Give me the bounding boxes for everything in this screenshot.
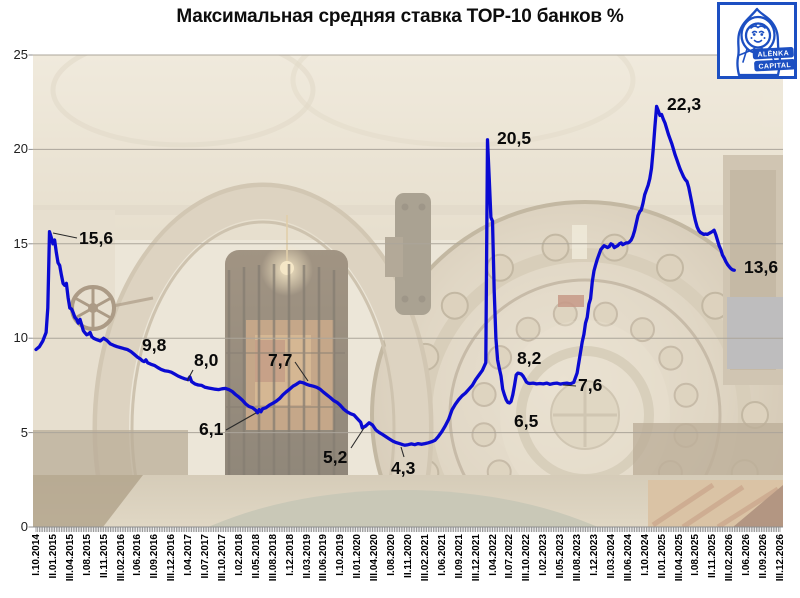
logo-line2: CAPITAL	[758, 62, 791, 71]
data-label-7,6: 7,6	[578, 375, 603, 395]
annotation-leader-7,6	[562, 384, 577, 387]
data-label-4,3: 4,3	[391, 458, 416, 478]
x-axis-label: I.10.2019	[335, 534, 347, 576]
data-label-7,7: 7,7	[268, 350, 293, 370]
x-axis-label: II.11.2015	[98, 534, 110, 578]
logo-line1: ALЁNKA	[757, 49, 789, 59]
x-axis-label: II.07.2022	[504, 534, 516, 579]
x-axis-label: I.10.2024	[639, 534, 651, 576]
alenka-capital-logo: ALЁNKA CAPITAL	[717, 2, 797, 79]
y-axis-label-5: 5	[20, 424, 28, 440]
x-axis-label: III.02.2026	[724, 534, 736, 582]
vault-mechanism-pin	[630, 317, 655, 343]
x-axis-label: III.06.2024	[622, 534, 634, 582]
annotation-leader-7,7	[294, 361, 309, 382]
x-axis-tick-comb	[35, 527, 781, 532]
x-axis-label: III.04.2015	[64, 534, 76, 582]
vault-mechanism-pin	[471, 382, 497, 407]
vault-mechanism-pin	[673, 423, 699, 448]
x-axis-label: III.12.2021	[470, 534, 482, 582]
vault-mechanism-pin	[658, 345, 684, 371]
x-axis-label: I.08.2020	[386, 534, 398, 576]
annotation-leader-5,2	[350, 427, 365, 449]
y-axis-label-25: 25	[13, 47, 28, 62]
data-label-20,5: 20,5	[497, 128, 532, 148]
x-axis-label: II.05.2023	[555, 534, 567, 579]
x-axis-label: II.05.2018	[250, 534, 262, 579]
vault-bolt	[440, 291, 469, 320]
x-axis-label: III.08.2018	[267, 534, 279, 582]
data-label-8,0: 8,0	[194, 350, 219, 370]
x-axis-label: III.12.2016	[166, 534, 178, 582]
y-axis-label-10: 10	[13, 330, 28, 346]
x-axis-label: III.08.2023	[572, 534, 584, 582]
x-axis-label: I.06.2021	[436, 534, 448, 576]
x-axis-label: I.10.2014	[31, 534, 42, 576]
x-axis-label: II.01.2025	[656, 534, 668, 579]
x-axis-label: III.02.2016	[115, 534, 127, 582]
vault-mechanism-pin	[471, 422, 497, 448]
vault-mechanism-pin	[515, 316, 541, 342]
x-axis-label: I.08.2015	[81, 534, 93, 576]
data-label-8,2: 8,2	[517, 348, 542, 368]
x-axis-label: I.02.2018	[233, 534, 245, 576]
annotation-leader-4,3	[400, 446, 405, 458]
x-axis-label: I.12.2018	[284, 534, 296, 576]
y-axis-label-20: 20	[13, 141, 28, 157]
matryoshka-icon: ALЁNKA CAPITAL	[736, 7, 794, 76]
vault-mechanism-pin	[552, 301, 578, 327]
data-label-5,2: 5,2	[323, 447, 348, 467]
chart-title: Максимальная средняя ставка TOP-10 банко…	[176, 6, 624, 27]
x-axis-label: III.10.2022	[521, 534, 533, 582]
x-axis-label: II.11.2020	[403, 534, 414, 578]
data-label-15,6: 15,6	[79, 228, 114, 248]
x-axis-label: II.11.2025	[707, 534, 719, 578]
data-label-22,3: 22,3	[667, 94, 702, 114]
data-label-6,1: 6,1	[199, 419, 224, 439]
x-axis-label: I.06.2026	[741, 534, 753, 576]
x-axis-label: III.04.2020	[369, 534, 381, 582]
x-axis-label: I.06.2016	[132, 534, 144, 576]
x-axis-label: III.04.2025	[673, 534, 685, 582]
vault-bolt	[541, 233, 570, 262]
x-axis-label: III.12.2026	[775, 534, 786, 582]
x-axis-label: III.10.2017	[217, 534, 228, 582]
rate-line-series	[34, 104, 736, 447]
annotation-leader-6,1	[225, 412, 257, 431]
y-axis-label-15: 15	[13, 235, 28, 251]
data-label-13,6: 13,6	[744, 257, 779, 277]
x-axis-label: I.04.2022	[487, 534, 499, 576]
vault-bolt	[741, 401, 769, 429]
x-axis-label: I.04.2017	[183, 534, 195, 576]
x-axis-label: I.08.2025	[690, 534, 702, 576]
vault-mechanism-pin	[673, 382, 699, 408]
vault-bolt	[656, 253, 684, 282]
x-axis-label: II.07.2017	[200, 534, 212, 579]
x-axis-label: I.02.2023	[538, 534, 550, 576]
x-axis-label: II.09.2026	[758, 534, 770, 579]
x-axis-label: I.12.2023	[589, 534, 600, 576]
x-axis-label: II.09.2021	[453, 534, 465, 579]
annotation-leader-8,0	[186, 369, 194, 382]
x-axis-label: III.06.2019	[318, 534, 330, 582]
x-axis-label: II.03.2024	[605, 534, 617, 579]
annotation-leader-15,6	[52, 232, 78, 239]
x-axis-label: II.03.2019	[301, 534, 313, 579]
x-axis-label: III.02.2021	[419, 534, 431, 582]
data-label-6,5: 6,5	[514, 411, 539, 431]
x-axis-label: II.01.2015	[47, 534, 59, 579]
x-axis-label: II.01.2020	[352, 534, 364, 579]
x-axis-label: II.09.2016	[149, 534, 161, 579]
vault-mechanism-pin	[593, 301, 618, 327]
vault-grille-bars	[226, 264, 345, 490]
y-axis-label-0: 0	[20, 519, 28, 534]
data-label-9,8: 9,8	[142, 335, 167, 355]
